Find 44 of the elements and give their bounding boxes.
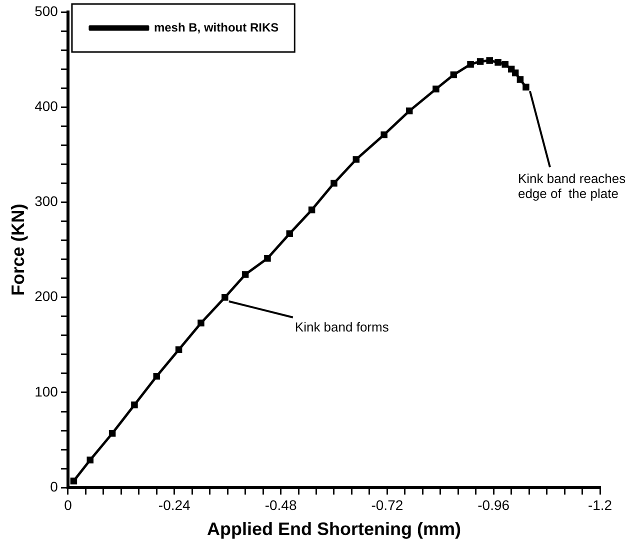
x-tick-label: 0 — [64, 496, 72, 513]
point — [86, 456, 94, 464]
point — [108, 430, 116, 437]
point — [286, 230, 294, 237]
y-tick-label: 300 — [34, 193, 58, 210]
point — [242, 271, 249, 278]
x-tick-label: -0.96 — [478, 496, 510, 513]
point — [406, 108, 413, 114]
point — [131, 401, 138, 408]
point — [450, 71, 458, 78]
annotation: Kink band reaches edge of the plate — [518, 171, 626, 202]
point — [512, 70, 519, 76]
point — [522, 84, 530, 91]
x-tick-label: -0.48 — [264, 496, 297, 513]
point — [198, 320, 204, 326]
y-tick-label: 100 — [34, 383, 58, 400]
x-tick-label: -0.72 — [371, 496, 404, 513]
point — [264, 254, 271, 262]
point — [476, 58, 484, 65]
point — [516, 76, 524, 83]
point — [222, 294, 228, 301]
y-tick-label: 500 — [34, 2, 58, 19]
y-axis-title: Force (KN) — [8, 204, 28, 296]
y-tick-label: 200 — [34, 288, 58, 304]
y-tick-label: 400 — [34, 98, 58, 114]
point — [502, 60, 508, 68]
y-tick-label: 0 — [50, 478, 58, 494]
point — [380, 131, 388, 138]
legend-label: mesh B, without RIKS — [154, 20, 279, 34]
point — [494, 59, 502, 66]
point — [352, 156, 360, 163]
point — [432, 86, 440, 92]
point — [153, 372, 160, 380]
x-axis-title: Applied End Shortening (mm) — [206, 519, 461, 540]
point — [467, 60, 474, 68]
point — [508, 66, 515, 72]
point — [330, 180, 338, 187]
point — [308, 206, 316, 214]
point — [175, 346, 182, 354]
point — [486, 57, 493, 64]
annotation: Kink band forms — [294, 319, 390, 334]
point — [70, 478, 78, 484]
x-tick-label: -1.2 — [588, 496, 612, 513]
x-tick-label: -0.24 — [158, 496, 191, 513]
